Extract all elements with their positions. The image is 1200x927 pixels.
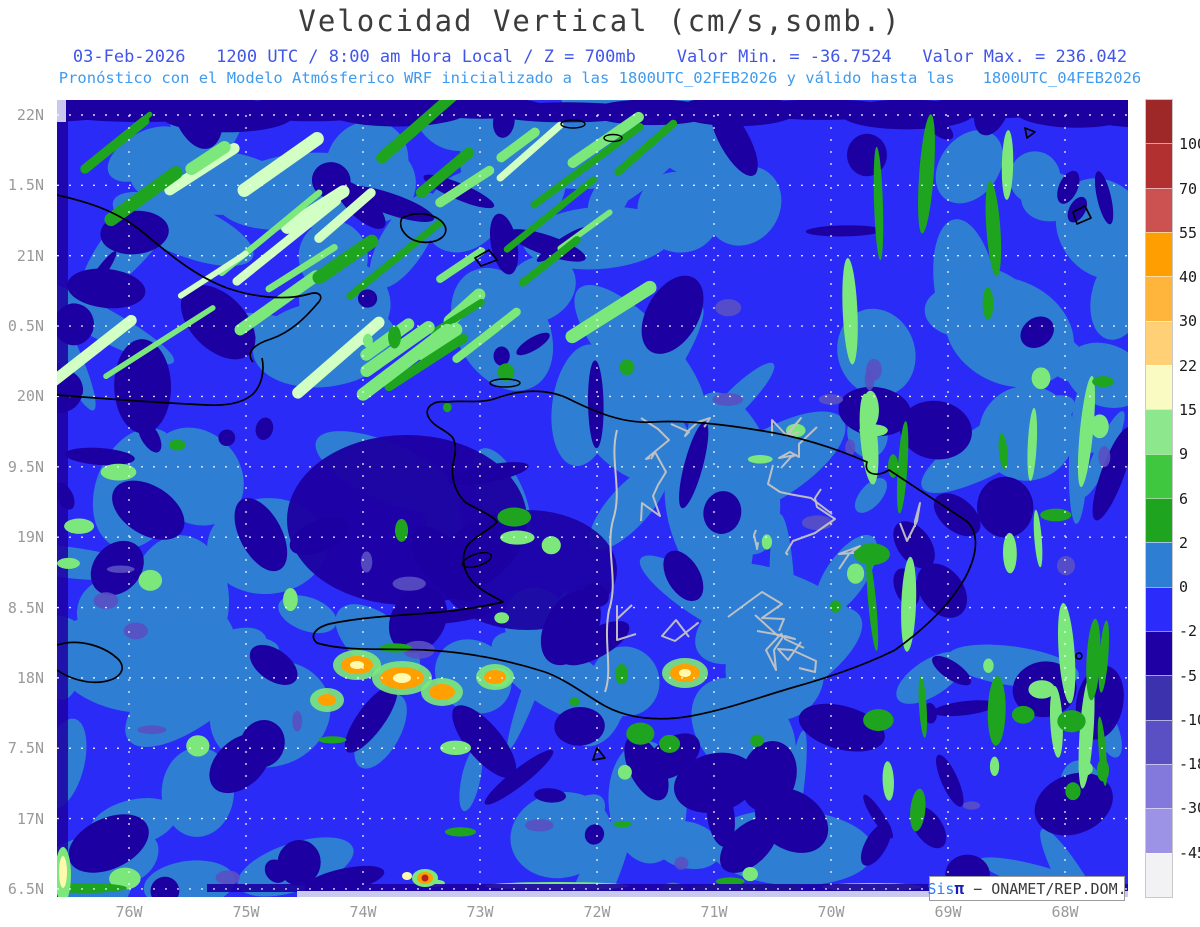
colorbar-segment	[1146, 808, 1172, 853]
x-tick-label: 70W	[817, 903, 845, 921]
y-tick-label: 20N	[16, 387, 44, 406]
y-tick-label: 1.5N	[7, 176, 44, 195]
x-tick-label: 71W	[700, 903, 728, 921]
y-tick-label: 9.5N	[7, 457, 44, 476]
colorbar-segment	[1146, 187, 1172, 232]
colorbar-segment	[1146, 542, 1172, 587]
forecast-datetime-line: 03-Feb-2026 1200 UTC / 8:00 am Hora Loca…	[72, 47, 1128, 67]
colorbar-level-label: 40	[1179, 268, 1198, 287]
page-title: Velocidad Vertical (cm/s,somb.)	[298, 4, 902, 38]
branding-org: ONAMET/REP.DOM.	[991, 879, 1127, 898]
colorbar-level-label: 30	[1179, 312, 1198, 331]
colorbar-segment	[1146, 100, 1172, 144]
y-axis-labels: 22N 1.5N 21N 0.5N 20N 9.5N 19N 8.5N 18N 7.5N 17N 6.…	[0, 100, 50, 898]
colorbar-level-label: -18	[1179, 755, 1200, 774]
x-tick-label: 74W	[349, 903, 377, 921]
vertical-velocity-field	[57, 100, 1128, 897]
colorbar-level-label: 70	[1179, 179, 1198, 198]
colorbar-segment	[1146, 763, 1172, 809]
x-tick-label: 69W	[934, 903, 962, 921]
colorbar-segment	[1146, 497, 1172, 543]
x-tick-label: 75W	[232, 903, 260, 921]
y-tick-label: 0.5N	[7, 317, 44, 336]
x-tick-label: 72W	[583, 903, 611, 921]
branding-sis: Sis	[927, 879, 955, 898]
y-tick-label: 8.5N	[7, 598, 44, 617]
y-tick-label: 17N	[16, 809, 44, 828]
colorbar-segment	[1146, 364, 1172, 410]
branding-separator: −	[964, 879, 992, 898]
colorbar-segment	[1146, 409, 1172, 454]
colorbar-segment	[1146, 852, 1172, 897]
colorbar-level-label: 0	[1179, 578, 1189, 597]
colorbar-level-label: 2	[1179, 533, 1189, 552]
colorbar-segment	[1146, 143, 1172, 188]
y-tick-label: 21N	[16, 246, 44, 265]
y-tick-label: 7.5N	[7, 739, 44, 758]
colorbar-level-label: 55	[1179, 223, 1198, 242]
colorbar	[1145, 99, 1173, 898]
colorbar-segment	[1146, 719, 1172, 764]
pi-icon: π	[954, 879, 965, 898]
colorbar-level-label: -10	[1179, 710, 1200, 729]
model-run-line: Pronóstico con el Modelo Atmósferico WRF…	[58, 69, 1142, 87]
y-tick-label: 18N	[16, 668, 44, 687]
colorbar-level-label: 6	[1179, 489, 1189, 508]
colorbar-segment	[1146, 586, 1172, 631]
colorbar-level-label: -2	[1179, 622, 1198, 641]
y-tick-label: 6.5N	[7, 879, 44, 898]
y-tick-label: 22N	[16, 106, 44, 124]
branding-box: Sis π − ONAMET/REP.DOM.	[927, 876, 1127, 901]
colorbar-segment	[1146, 453, 1172, 498]
colorbar-level-label: 22	[1179, 356, 1198, 375]
colorbar-level-label: 9	[1179, 445, 1189, 464]
y-tick-label: 19N	[16, 528, 44, 547]
colorbar-level-label: 15	[1179, 400, 1198, 419]
colorbar-level-label: -45	[1179, 843, 1200, 862]
colorbar-segment	[1146, 630, 1172, 676]
colorbar-segment	[1146, 320, 1172, 365]
x-tick-label: 76W	[115, 903, 143, 921]
x-axis-labels: 76W 75W 74W 73W 72W 71W 70W 69W 68W	[0, 903, 1200, 923]
colorbar-segment	[1146, 276, 1172, 321]
colorbar-level-label: -5	[1179, 666, 1198, 685]
colorbar-level-label: -30	[1179, 799, 1200, 818]
colorbar-level-label: 100	[1179, 135, 1200, 154]
colorbar-labels: 100 70 55 40 30 22 15 9 6 2 0 -2 -5 -10 -18 -30 -45	[1179, 100, 1200, 897]
map-plot-area	[57, 100, 1128, 897]
x-tick-label: 68W	[1051, 903, 1079, 921]
colorbar-segment	[1146, 231, 1172, 277]
x-tick-label: 73W	[466, 903, 494, 921]
colorbar-segment	[1146, 675, 1172, 720]
